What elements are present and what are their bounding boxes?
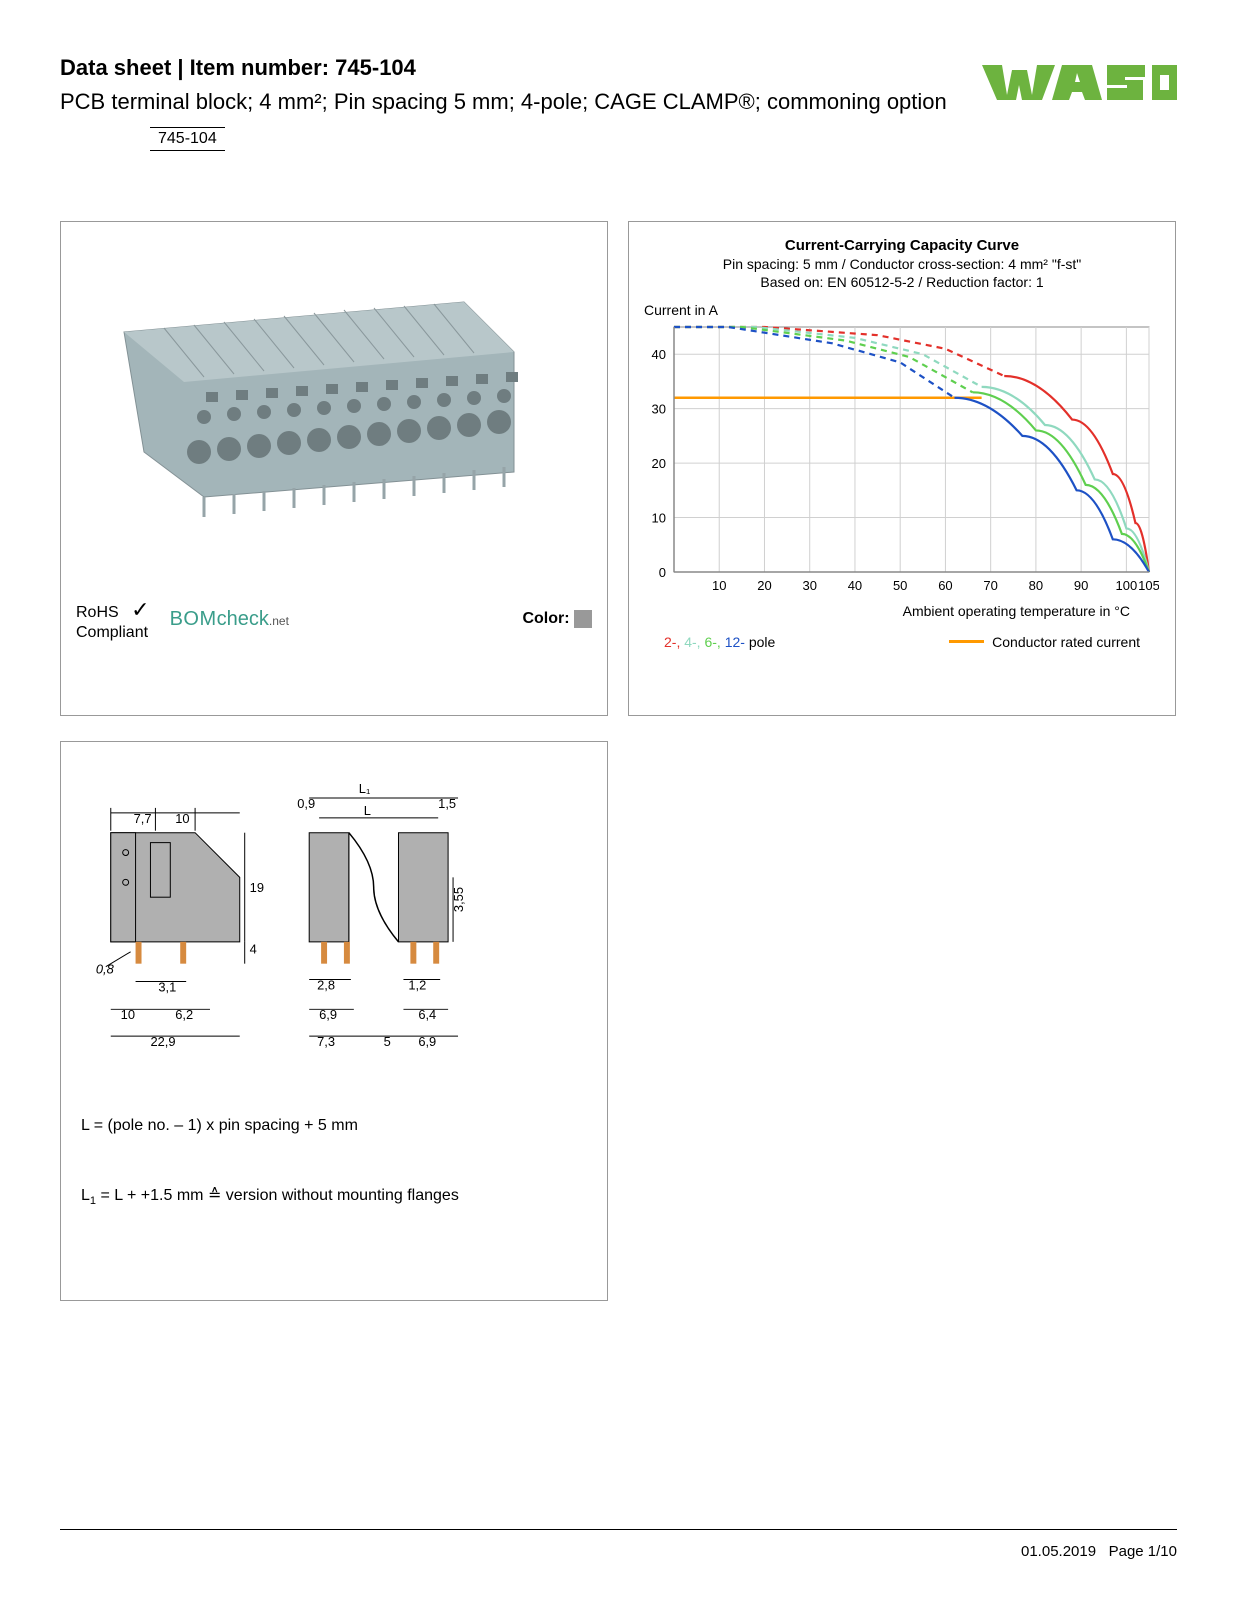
formula2-rest: = L + +1.5 mm ≙ version without mounting… <box>96 1187 459 1204</box>
header-text: Data sheet | Item number: 745-104 PCB te… <box>60 55 977 151</box>
rohs-text: RoHS <box>76 604 119 621</box>
chart-panel: Current-Carrying Capacity Curve Pin spac… <box>628 221 1176 716</box>
formula-2: L1 = L + +1.5 mm ≙ version without mount… <box>81 1185 587 1207</box>
svg-text:30: 30 <box>652 401 666 416</box>
bomcheck-net: .net <box>269 614 289 628</box>
product-panel: RoHS ✓ Compliant BOMcheck.net Color: <box>60 221 608 716</box>
color-swatch <box>574 610 592 628</box>
footer: 01.05.2019 Page 1/10 <box>1021 1543 1177 1560</box>
svg-text:L₁: L₁ <box>359 781 371 796</box>
legend-pole-4: 4-, <box>684 634 704 650</box>
footer-date: 01.05.2019 <box>1021 1543 1096 1560</box>
svg-text:60: 60 <box>938 578 952 593</box>
color-label: Color: <box>522 611 569 628</box>
svg-text:10: 10 <box>652 510 666 525</box>
svg-text:30: 30 <box>802 578 816 593</box>
bomcheck-logo: BOMcheck.net <box>170 608 289 631</box>
chart-sub2: Based on: EN 60512-5-2 / Reduction facto… <box>644 274 1160 290</box>
chart-ylabel: Current in A <box>644 302 1160 318</box>
bomcheck-rest: check <box>217 608 269 630</box>
conductor-label: Conductor rated current <box>992 634 1140 650</box>
chart-wrap: Current in A 102030405060708090100105010… <box>644 302 1160 619</box>
svg-text:40: 40 <box>652 347 666 362</box>
svg-text:10: 10 <box>712 578 726 593</box>
svg-text:20: 20 <box>652 456 666 471</box>
panels-row: RoHS ✓ Compliant BOMcheck.net Color: Cur… <box>60 221 1177 716</box>
svg-text:100: 100 <box>1116 578 1138 593</box>
svg-text:19: 19 <box>250 880 264 895</box>
wago-logo <box>977 50 1177 110</box>
header: Data sheet | Item number: 745-104 PCB te… <box>60 55 1177 151</box>
subtitle: PCB terminal block; 4 mm²; Pin spacing 5… <box>60 87 977 117</box>
conductor-line-icon <box>949 640 984 643</box>
title-sep: | <box>171 55 189 80</box>
footer-rule <box>60 1529 1177 1530</box>
svg-text:90: 90 <box>1074 578 1088 593</box>
formula-1: L = (pole no. – 1) x pin spacing + 5 mm <box>81 1117 587 1135</box>
legend-pole-suffix: pole <box>745 634 775 650</box>
title-item-number: 745-104 <box>335 55 416 80</box>
legend-pole-6: 6-, <box>704 634 724 650</box>
product-info-row: RoHS ✓ Compliant BOMcheck.net Color: <box>76 597 592 643</box>
chart-sub1: Pin spacing: 5 mm / Conductor cross-sect… <box>644 256 1160 272</box>
svg-text:80: 80 <box>1029 578 1043 593</box>
rohs-compliant: RoHS ✓ Compliant <box>76 597 150 643</box>
formula2-prefix: L <box>81 1187 90 1204</box>
svg-text:50: 50 <box>893 578 907 593</box>
item-number-box: 745-104 <box>150 127 225 151</box>
legend-conductor: Conductor rated current <box>949 634 1140 650</box>
title-item-label: Item number: <box>190 55 329 80</box>
drawing-panel: 7,710 19 4 0,8 3,1 106,2 22,9 <box>60 741 608 1301</box>
product-image <box>76 237 592 567</box>
page-title: Data sheet | Item number: 745-104 <box>60 55 977 81</box>
svg-text:0,8: 0,8 <box>96 961 115 976</box>
rohs-compliant-text: Compliant <box>76 624 148 641</box>
legend-poles: 2-, 4-, 6-, 12- pole <box>664 634 775 650</box>
title-prefix: Data sheet <box>60 55 171 80</box>
chart-title: Current-Carrying Capacity Curve <box>644 237 1160 254</box>
capacity-chart: 10 20 30 40 50 60 70 80 90 100105 0 10 20 30 40 <box>644 322 1159 597</box>
footer-page: Page 1/10 <box>1109 1543 1177 1560</box>
bomcheck-bom: BOM <box>170 608 217 630</box>
svg-text:70: 70 <box>983 578 997 593</box>
svg-text:20: 20 <box>757 578 771 593</box>
check-icon: ✓ <box>131 597 149 622</box>
svg-text:105: 105 <box>1138 578 1159 593</box>
svg-text:0: 0 <box>659 565 666 580</box>
color-label-wrap: Color: <box>522 610 592 628</box>
technical-drawing: 7,710 19 4 0,8 3,1 106,2 22,9 <box>81 762 587 1082</box>
legend-pole-2: 2-, <box>664 634 684 650</box>
svg-text:L: L <box>364 803 371 818</box>
chart-xlabel: Ambient operating temperature in °C <box>644 603 1160 619</box>
chart-legend: 2-, 4-, 6-, 12- pole Conductor rated cur… <box>644 634 1160 650</box>
svg-text:40: 40 <box>848 578 862 593</box>
legend-pole-12: 12- <box>725 634 745 650</box>
svg-text:4: 4 <box>250 941 257 956</box>
